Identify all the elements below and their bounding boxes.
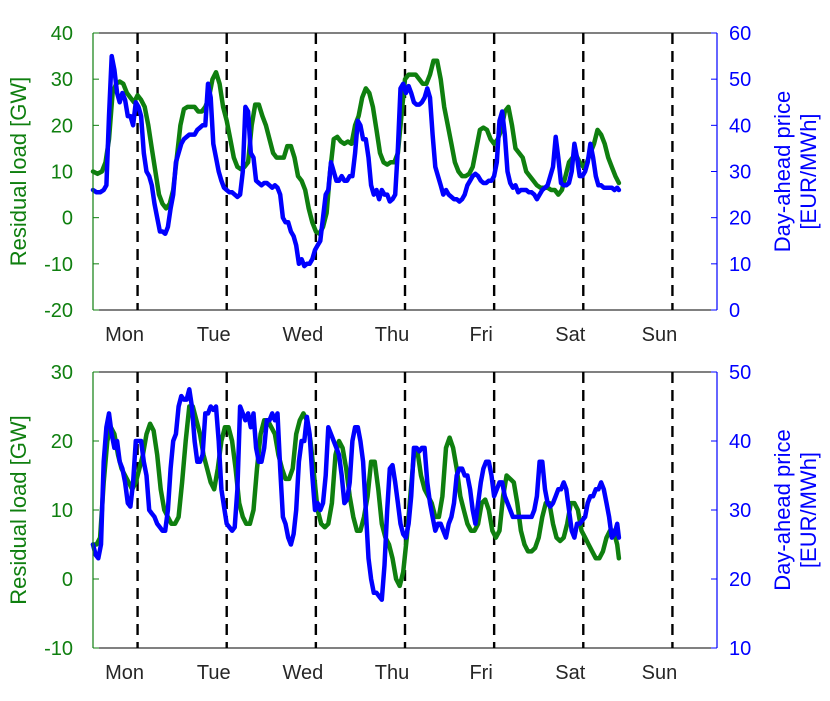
bottom-x-label-tue: Tue — [197, 662, 231, 684]
bottom-right-tick-label-2: 30 — [729, 500, 751, 522]
top-left-axis-title: Residual load [GW] — [6, 77, 31, 267]
bottom-right-tick-label-0: 10 — [729, 638, 751, 660]
bottom-series-day-ahead-price — [90, 387, 622, 602]
top-right-axis-title-line2: [EUR/MWh] — [796, 113, 821, 229]
top-x-label-sat: Sat — [555, 324, 585, 346]
bottom-x-label-fri: Fri — [469, 662, 492, 684]
bottom-x-label-sat: Sat — [555, 662, 585, 684]
top-right-tick-label-4: 40 — [729, 115, 751, 137]
top-right-axis-title-line1: Day-ahead price — [770, 91, 795, 252]
bottom-left-tick-label-4: 30 — [51, 362, 73, 384]
bottom-right-axis-title-line1: Day-ahead price — [770, 429, 795, 590]
top-left-tick-label-5: 30 — [51, 69, 73, 91]
top-panel: -20 -10 0 10 20 30 40 0 10 20 30 40 50 60 Mon Tue Wed Thu… — [6, 23, 821, 346]
bottom-panel: -10 0 10 20 30 10 20 30 40 50 Mon Tue Wed Thu Fri Sat Su… — [6, 362, 821, 684]
top-left-tick-label-6: 40 — [51, 23, 73, 45]
bottom-right-tick-label-1: 20 — [729, 569, 751, 591]
top-x-label-thu: Thu — [375, 324, 409, 346]
top-right-tick-label-2: 20 — [729, 208, 751, 230]
top-left-tick-label-3: 10 — [51, 162, 73, 184]
top-left-tick-label-2: 0 — [62, 208, 73, 230]
top-x-label-wed: Wed — [282, 324, 323, 346]
top-series-day-ahead-price — [90, 53, 622, 269]
top-x-label-tue: Tue — [197, 324, 231, 346]
bottom-right-axis-title-line2: [EUR/MWh] — [796, 452, 821, 568]
bottom-right-tick-label-4: 50 — [729, 362, 751, 384]
top-right-tick-label-1: 10 — [729, 254, 751, 276]
top-x-label-mon: Mon — [105, 324, 144, 346]
bottom-left-axis-title: Residual load [GW] — [6, 415, 31, 605]
bottom-left-tick-label-1: 0 — [62, 569, 73, 591]
bottom-x-label-wed: Wed — [282, 662, 323, 684]
bottom-left-tick-label-0: -10 — [44, 638, 73, 660]
bottom-x-label-sun: Sun — [642, 662, 678, 684]
top-x-label-sun: Sun — [642, 324, 678, 346]
top-left-tick-label-1: -10 — [44, 254, 73, 276]
top-right-tick-label-0: 0 — [729, 300, 740, 322]
top-right-tick-label-5: 50 — [729, 69, 751, 91]
bottom-left-tick-label-3: 20 — [51, 431, 73, 453]
top-x-label-fri: Fri — [469, 324, 492, 346]
bottom-right-tick-label-3: 40 — [729, 431, 751, 453]
top-left-tick-label-0: -20 — [44, 300, 73, 322]
top-left-tick-label-4: 20 — [51, 115, 73, 137]
bottom-left-tick-label-2: 10 — [51, 500, 73, 522]
top-right-tick-label-6: 60 — [729, 23, 751, 45]
top-right-tick-label-3: 30 — [729, 162, 751, 184]
bottom-series-residual-load — [90, 404, 622, 589]
bottom-x-label-mon: Mon — [105, 662, 144, 684]
bottom-x-label-thu: Thu — [375, 662, 409, 684]
